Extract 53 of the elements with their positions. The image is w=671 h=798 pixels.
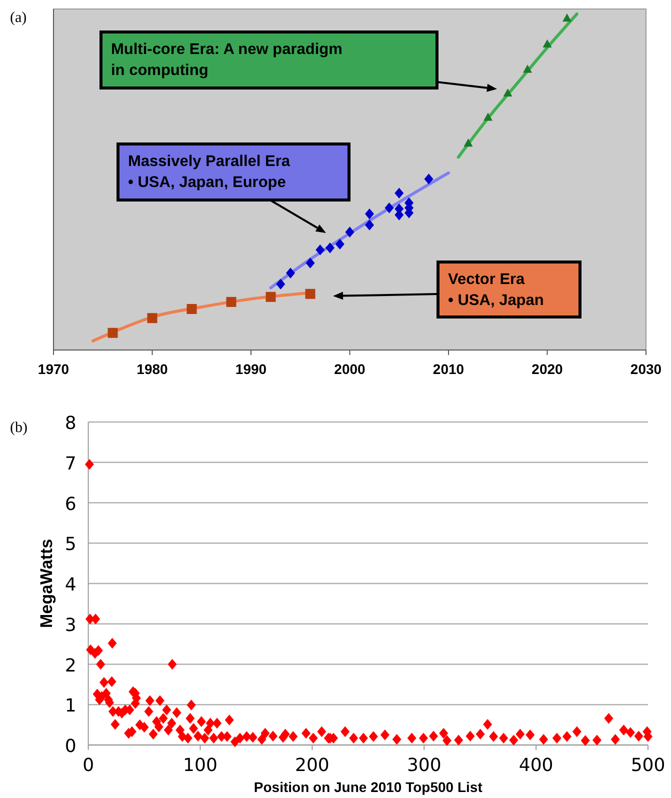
point <box>108 328 118 338</box>
y-tick-label: 0 <box>64 736 76 757</box>
x-tick-label: 1990 <box>235 361 267 377</box>
x-tick-label: 2000 <box>334 361 366 377</box>
x-tick-label: 2010 <box>432 361 464 377</box>
point <box>226 296 236 307</box>
x-tick-label: 400 <box>518 755 554 776</box>
point <box>326 242 334 254</box>
annotation: Vector Era • USA, Japan <box>448 271 544 309</box>
point <box>365 208 374 220</box>
y-tick-label: 8 <box>64 413 76 434</box>
y-axis-title: MegaWatts <box>37 538 56 628</box>
x-tick-label: 1980 <box>136 361 168 377</box>
point <box>424 174 434 184</box>
chart-title: (a) <box>10 10 27 26</box>
x-tick-label: 100 <box>183 755 218 776</box>
point <box>147 313 158 324</box>
point <box>503 88 512 97</box>
point <box>484 112 492 121</box>
y-tick-label: 6 <box>64 494 76 515</box>
point <box>394 188 404 198</box>
y-tick-label: 5 <box>64 534 76 556</box>
x-axis-title: Position on June 2010 Top500 List <box>254 779 483 795</box>
point <box>305 288 316 299</box>
x-tick-label: 300 <box>406 755 442 776</box>
y-tick-label: 4 <box>64 574 76 596</box>
point <box>345 226 354 238</box>
chart-title: (b) <box>10 420 28 436</box>
point <box>306 258 315 268</box>
y-tick-label: 3 <box>64 614 76 636</box>
x-tick-label: 2030 <box>630 361 662 377</box>
point <box>335 238 344 250</box>
point <box>316 244 325 256</box>
y-tick-label: 2 <box>64 655 76 676</box>
x-tick-label: 500 <box>630 755 666 776</box>
point <box>464 138 473 147</box>
point <box>542 39 552 48</box>
point <box>266 292 276 302</box>
point <box>286 268 295 278</box>
point <box>562 14 572 22</box>
point <box>365 220 374 230</box>
annotation: Multi-core Era: A new paradigm in computing <box>111 41 342 79</box>
x-tick-label: 2020 <box>532 361 564 377</box>
x-tick-label: 1970 <box>38 361 70 377</box>
point <box>276 278 286 290</box>
point <box>523 64 532 73</box>
x-tick-label: 0 <box>82 755 94 776</box>
point <box>384 202 394 214</box>
x-tick-label: 200 <box>295 755 330 776</box>
y-tick-label: 7 <box>64 453 76 474</box>
y-tick-label: 1 <box>64 696 76 717</box>
point <box>186 304 197 314</box>
annotation: Massively Parallel Era • USA, Japan, Europe <box>128 153 290 191</box>
